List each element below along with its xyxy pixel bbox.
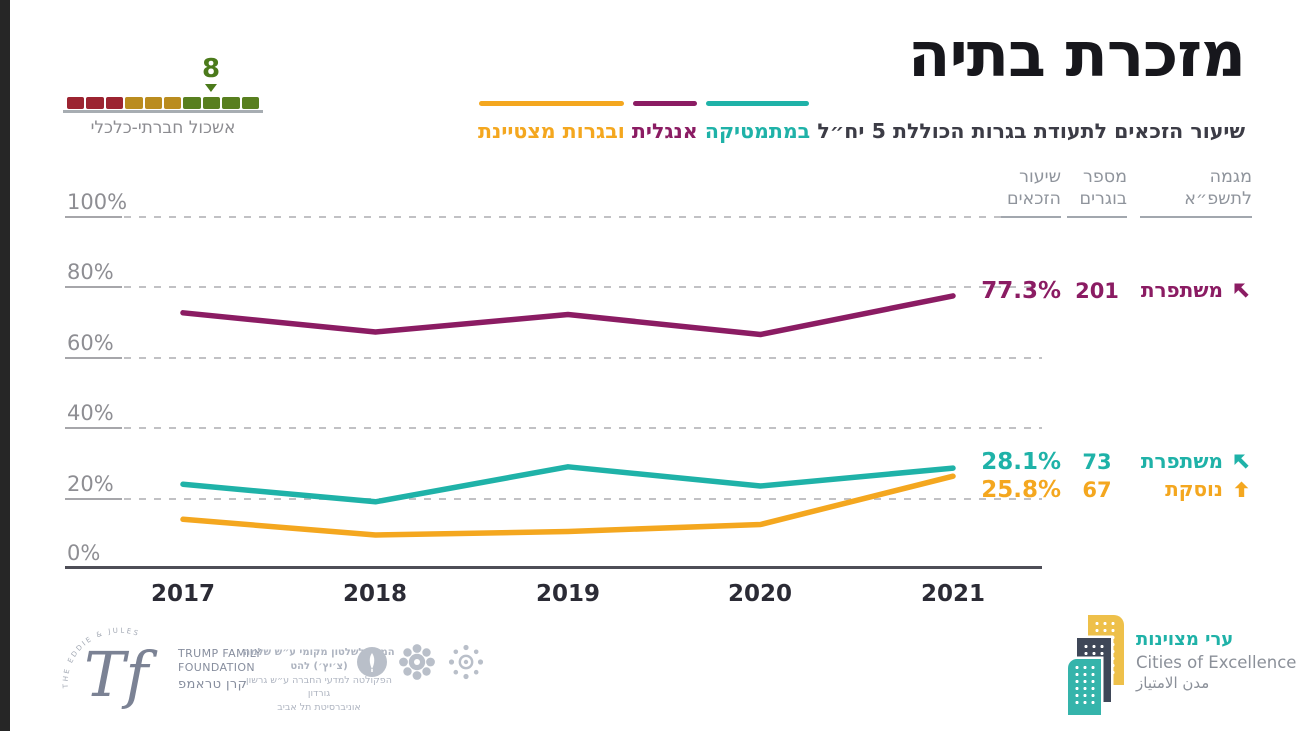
subtitle-prefix: שיעור הזכאים לתעודת בגרות הכוללת 5 יח״ל (817, 119, 1245, 143)
share-value: 77.3% (981, 278, 1061, 304)
cluster-label: אשכול חברתי-כלכלי (90, 118, 236, 138)
header-underline (1001, 215, 1061, 218)
cluster-baseline (63, 110, 263, 113)
stats-row-excellent: נוסקת 67 25.8% (917, 477, 1252, 503)
window-edge-strip (0, 0, 10, 731)
cluster-segment (164, 97, 182, 109)
svg-text:Tf: Tf (84, 638, 158, 711)
header-graduates-count: מספר בוגרים (1067, 166, 1127, 218)
trend-up-icon (1234, 481, 1249, 497)
legend-math: במתמטיקה (704, 101, 811, 143)
tf-foundation-text: TRUMP FAMILY FOUNDATION קרן טראמפ (178, 647, 262, 692)
x-tick-2019: 2019 (535, 581, 601, 607)
cities-of-excellence-text: ערי מצוינות Cities of Excellence مدن الا… (1136, 629, 1297, 692)
trend-up-left-icon (1234, 283, 1249, 298)
graduates-count: 67 (1082, 478, 1112, 502)
cluster-segment (86, 97, 104, 109)
cluster-segment (222, 97, 240, 109)
graduates-count: 73 (1082, 450, 1112, 474)
cluster-segment (125, 97, 143, 109)
cluster-segment (144, 97, 163, 109)
trend-label: משתפרת (1140, 449, 1223, 473)
trend-label: נוסקת (1165, 477, 1223, 501)
series-line-english-5-units (180, 293, 956, 338)
cluster-segment (67, 97, 85, 109)
stats-row-math: משתפרת 73 28.1% (917, 449, 1252, 475)
series-line-math-5-units (180, 464, 956, 505)
cluster-segment (105, 97, 124, 109)
graduates-count: 201 (1075, 279, 1119, 303)
y-gridline-60: 60% (65, 331, 1042, 359)
y-gridline-100: 100% (65, 190, 1042, 218)
legend-excellent: ובגרות מצטיינת (478, 101, 625, 143)
y-tick-label: 80% (67, 260, 114, 284)
flower-medallion-icon (399, 644, 435, 680)
legend-english: אנגלית (631, 101, 698, 143)
header-underline (1067, 215, 1127, 218)
university-logos (356, 642, 486, 682)
trump-family-foundation-logo: THE EDDIE & JULES Tf (58, 608, 183, 718)
cluster-segment (183, 97, 201, 109)
share-value: 25.8% (981, 477, 1061, 503)
cluster-segment (241, 97, 260, 109)
y-gridline-80: 80% (65, 260, 1042, 288)
trend-up-left-icon (1234, 454, 1249, 469)
x-tick-2021: 2021 (920, 581, 986, 607)
cities-of-excellence-logo-icon (1068, 610, 1138, 720)
y-tick-label: 100% (67, 190, 128, 214)
cluster-bar (67, 97, 260, 109)
y-tick-label: 40% (67, 401, 114, 425)
y-tick-label: 60% (67, 331, 114, 355)
y-tick-label: 0% (67, 541, 101, 565)
y-gridline-20: 20% (65, 472, 1042, 500)
x-tick-2020: 2020 (727, 581, 793, 607)
x-tick-2018: 2018 (342, 581, 408, 607)
cluster-segment (202, 97, 221, 109)
tau-institute-text: המכון לשלטון מקומי ע״ש שלמה (צ׳יץ׳) להט … (243, 647, 395, 713)
cluster-value: 8 (201, 54, 221, 84)
dotted-sun-icon (448, 644, 484, 680)
trend-label: משתפרת (1140, 278, 1223, 302)
stats-row-english: משתפרת 201 77.3% (917, 278, 1252, 304)
cluster-marker: 8 (202, 56, 220, 92)
y-tick-label: 20% (67, 472, 114, 496)
page-title: מזכרת בתיה (907, 18, 1246, 91)
x-axis-line: 0% (65, 541, 1042, 569)
y-gridline-40: 40% (65, 401, 1042, 429)
x-tick-2017: 2017 (150, 581, 216, 607)
header-trend: מגמה לתשפ״א (1140, 166, 1252, 218)
series-line-excellent-bagrut (180, 473, 956, 538)
tf-monogram-icon: THE EDDIE & JULES Tf (62, 627, 159, 711)
chart-subtitle: שיעור הזכאים לתעודת בגרות הכוללת 5 יח״ל … (478, 101, 1245, 143)
cluster-arrow-down-icon (205, 84, 217, 92)
header-share: שיעור הזכאים (1001, 166, 1061, 218)
share-value: 28.1% (981, 449, 1061, 475)
tau-leaf-circle-icon (357, 647, 387, 677)
logo-building-teal (1068, 659, 1101, 715)
header-underline (1140, 215, 1252, 218)
